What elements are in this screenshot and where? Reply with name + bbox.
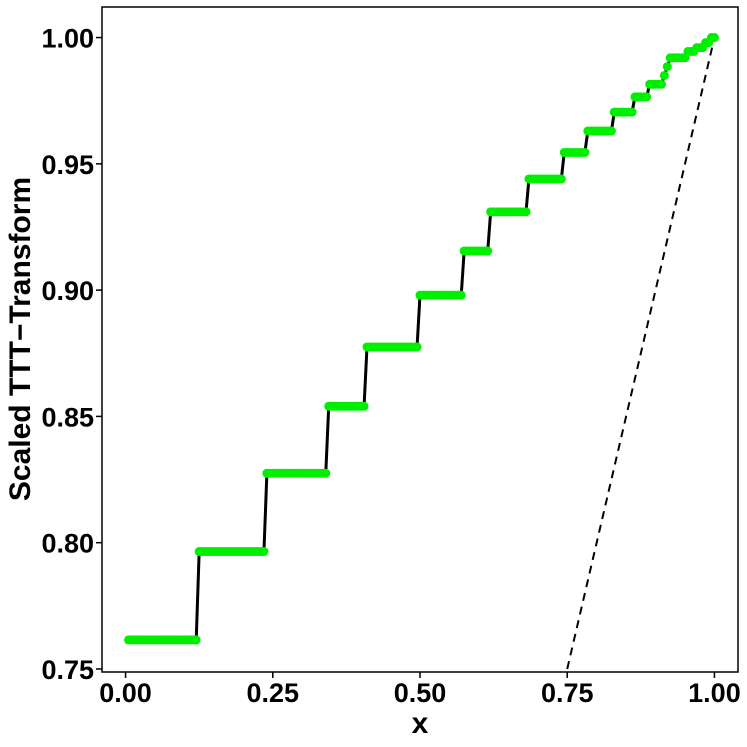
y-tick-label: 0.90 — [41, 276, 94, 306]
data-point — [412, 342, 422, 352]
data-point — [483, 246, 493, 256]
data-point — [191, 635, 201, 645]
y-tick-label: 0.95 — [41, 150, 94, 180]
x-axis: 0.00 0.25 0.50 0.75 1.00 — [99, 672, 741, 708]
x-tick-label: 0.75 — [541, 678, 594, 708]
data-point — [456, 290, 466, 300]
data-point — [662, 62, 672, 72]
data-point — [521, 207, 531, 217]
data-point — [321, 468, 331, 478]
data-point — [606, 126, 616, 136]
x-tick-label: 0.50 — [394, 678, 447, 708]
x-axis-title: x — [412, 707, 429, 740]
data-point — [359, 401, 369, 411]
y-tick-label: 0.75 — [41, 655, 94, 685]
x-tick-label: 1.00 — [688, 678, 741, 708]
y-tick-label: 0.80 — [41, 529, 94, 559]
data-point — [642, 92, 652, 102]
x-tick-label: 0.00 — [99, 678, 152, 708]
x-tick-label: 0.25 — [246, 678, 299, 708]
y-tick-label: 0.85 — [41, 402, 94, 432]
data-point — [709, 33, 719, 43]
data-point — [259, 547, 269, 557]
data-point — [656, 79, 666, 89]
y-axis-title: Scaled TTT−Transform — [4, 177, 37, 501]
data-point — [556, 174, 566, 184]
data-point — [627, 107, 637, 117]
data-point — [580, 147, 590, 157]
y-tick-label: 1.00 — [41, 24, 94, 54]
y-axis: 0.75 0.80 0.85 0.90 0.95 1.00 — [41, 24, 102, 685]
data-point — [659, 70, 669, 80]
reference-diagonal-line — [566, 37, 716, 670]
reference-line-group — [566, 37, 716, 670]
points-group — [124, 33, 719, 645]
